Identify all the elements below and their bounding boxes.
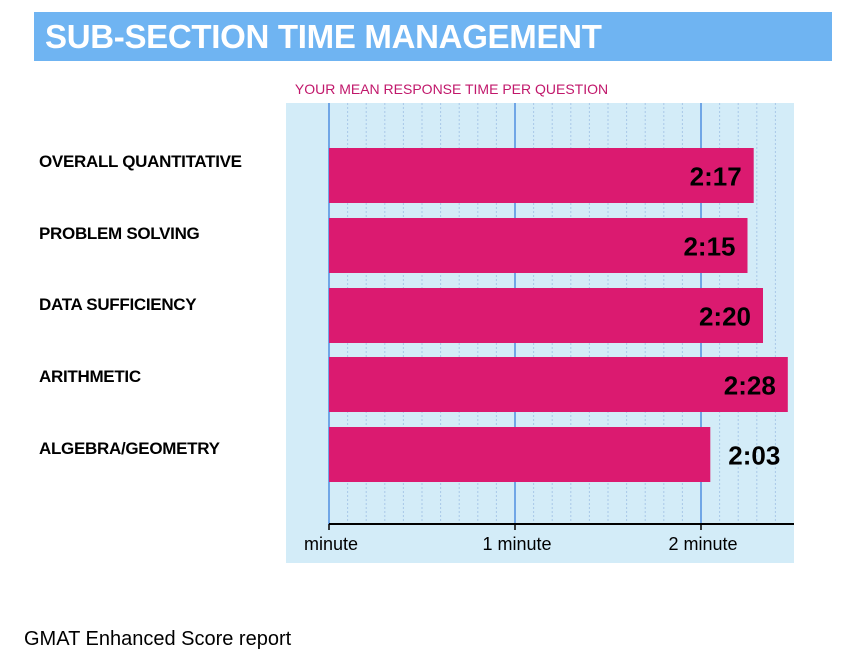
bar-value-label: 2:17 <box>690 162 742 192</box>
bars-group <box>329 148 788 482</box>
category-label: ALGEBRA/GEOMETRY <box>39 439 220 458</box>
section-title: SUB-SECTION TIME MANAGEMENT <box>45 18 602 55</box>
footer-text: GMAT Enhanced Score report <box>24 628 292 650</box>
category-label: DATA SUFFICIENCY <box>39 295 197 314</box>
bar-value-label: 2:28 <box>724 371 776 401</box>
category-label: PROBLEM SOLVING <box>39 224 200 243</box>
section-header: SUB-SECTION TIME MANAGEMENT <box>34 12 832 61</box>
value-labels-group: 2:17 2:15 2:20 2:28 2:03 <box>683 162 780 471</box>
x-tick-label: minute <box>304 534 358 554</box>
x-tick-label: 2 minute <box>668 534 737 554</box>
bar <box>329 218 748 273</box>
category-label: ARITHMETIC <box>39 367 141 386</box>
bar-value-label: 2:20 <box>699 302 751 332</box>
bar <box>329 288 763 343</box>
bar-value-label: 2:15 <box>683 232 735 262</box>
category-label: OVERALL QUANTITATIVE <box>39 152 242 171</box>
x-tick-label: 1 minute <box>482 534 551 554</box>
chart-title: YOUR MEAN RESPONSE TIME PER QUESTION <box>294 81 609 97</box>
bar <box>329 427 711 482</box>
bar-value-label: 2:03 <box>728 441 780 471</box>
bar <box>329 148 754 203</box>
bar <box>329 357 788 412</box>
x-axis-ticks: minute 1 minute 2 minute <box>304 524 738 554</box>
